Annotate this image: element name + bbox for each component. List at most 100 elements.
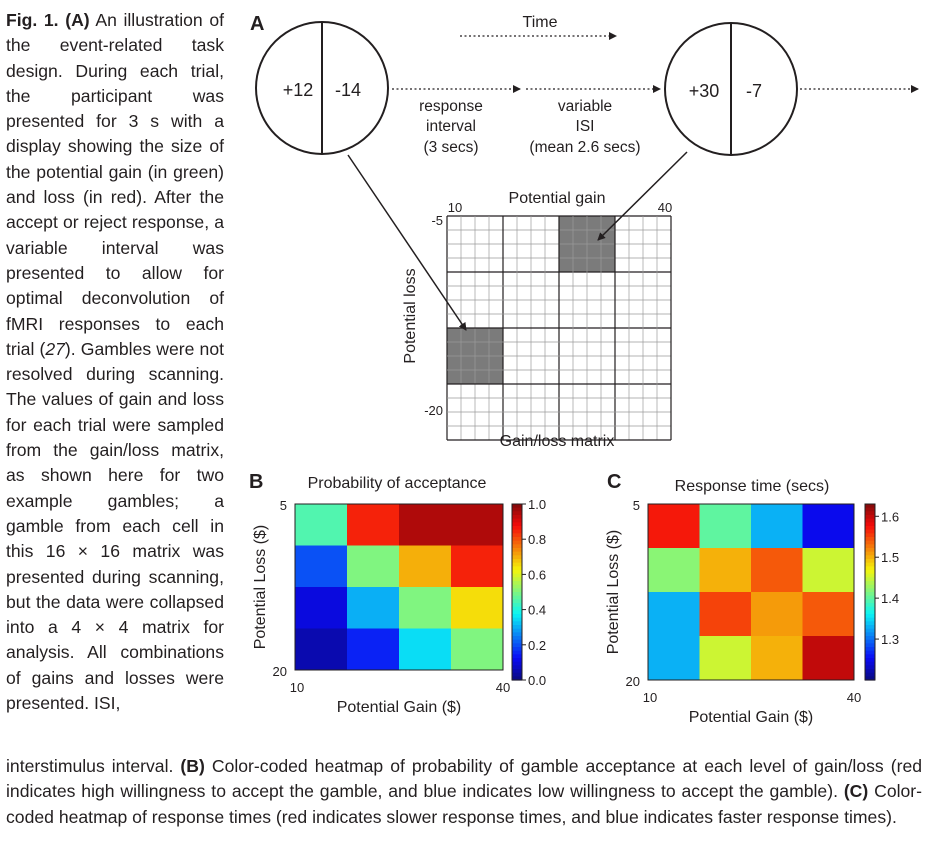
colorbar-c-step <box>865 577 875 582</box>
heatmap-c-cell <box>699 592 752 637</box>
colorbar-c-step <box>865 588 875 593</box>
colorbar-b-step <box>512 548 522 553</box>
colorbar-c-step <box>865 636 875 641</box>
colorbar-b-step <box>512 599 522 604</box>
heatmap-c-cell <box>648 504 700 549</box>
colorbar-c-step <box>865 529 875 534</box>
colorbar-b-step <box>512 610 522 615</box>
colorbar-b-step <box>512 614 522 619</box>
heatmap-c-cell <box>699 636 752 681</box>
heatmap-b-cell <box>399 628 452 671</box>
colorbar-c-step <box>865 654 875 659</box>
heatmap-c-ylabel: Potential Loss ($) <box>605 530 622 655</box>
colorbar-b-step <box>512 533 522 538</box>
heatmap-b-xtick: 40 <box>496 680 510 695</box>
heatmap-b-cell <box>295 587 348 629</box>
colorbar-b-step <box>512 555 522 560</box>
heatmap-c-cell <box>699 504 752 549</box>
heatmap-b-cell <box>295 545 348 588</box>
response-interval-line-1: response <box>419 98 483 115</box>
caption-bottom-paragraph: interstimulus interval. (B) Color-coded … <box>6 754 922 830</box>
colorbar-c-step <box>865 592 875 597</box>
colorbar-c-step <box>865 562 875 567</box>
colorbar-c-step <box>865 665 875 670</box>
variable-isi-line-1: variable <box>558 98 612 115</box>
heatmap-c-ytick: 5 <box>633 498 640 513</box>
heatmap-c-ytick: 20 <box>626 674 640 689</box>
heatmap-b-cell <box>347 504 400 546</box>
matrix-loss-max: -20 <box>424 403 443 418</box>
colorbar-b-step <box>512 603 522 608</box>
caption-part-a-label: (A) <box>65 10 90 30</box>
heatmap-b-cell <box>399 587 452 629</box>
colorbar-c-step <box>865 625 875 630</box>
colorbar-b-step <box>512 544 522 549</box>
heatmap-c-cell <box>751 592 803 637</box>
caption-part-b-label: (B) <box>180 756 205 776</box>
colorbar-c-tick-label: 1.3 <box>881 632 899 647</box>
heatmap-c-xtick: 10 <box>643 690 657 705</box>
colorbar-b-step <box>512 592 522 597</box>
colorbar-b-tick-label: 0.6 <box>528 567 546 582</box>
caption-isi-definition: interstimulus interval. <box>6 756 174 776</box>
colorbar-b-tick-label: 0.4 <box>528 603 546 618</box>
colorbar-b-step <box>512 639 522 644</box>
mapping-arrow-2 <box>597 151 688 241</box>
colorbar-c-frame <box>864 503 876 681</box>
colorbar-c-step <box>865 559 875 564</box>
colorbar-b-step <box>512 628 522 633</box>
heatmap-b-cell <box>451 504 504 546</box>
caption-part-a-text: An illustration of the event-related tas… <box>6 10 224 359</box>
colorbar-c-step <box>865 647 875 652</box>
colorbar-b-tick-label: 0.8 <box>528 532 546 547</box>
colorbar-b-step <box>512 507 522 512</box>
heatmap-b-title: Probability of acceptance <box>308 475 487 492</box>
heatmap-c-frame <box>647 503 855 681</box>
colorbar-c-step <box>865 661 875 666</box>
mapping-arrow-1 <box>347 154 467 331</box>
colorbar-b-step <box>512 577 522 582</box>
panel-c-label: C <box>607 471 621 493</box>
heatmap-c-cell <box>648 548 700 593</box>
heatmap-c-cell <box>751 504 803 549</box>
colorbar-c-step <box>865 595 875 600</box>
colorbar-b-step <box>512 647 522 652</box>
colorbar-c-step <box>865 643 875 648</box>
colorbar-b-step <box>512 672 522 677</box>
heatmap-c-xlabel: Potential Gain ($) <box>689 709 814 726</box>
colorbar-c-step <box>865 570 875 575</box>
colorbar-c-step <box>865 540 875 545</box>
colorbar-b-tick-label: 0.0 <box>528 673 546 688</box>
caption-part-c-text: Color-coded heatmap of response times (r… <box>6 781 923 827</box>
heatmap-c-title: Response time (secs) <box>675 478 830 495</box>
colorbar-b-frame <box>511 503 523 681</box>
heatmap-c-cell <box>802 548 855 593</box>
heatmap-b-cell <box>399 504 452 546</box>
colorbar-c-step <box>865 639 875 644</box>
heatmap-c-xtick: 40 <box>847 690 861 705</box>
colorbar-b-step <box>512 621 522 626</box>
colorbar-b-step <box>512 526 522 531</box>
heatmap-c-cell <box>802 636 855 681</box>
heatmap-b-cell <box>451 545 504 588</box>
heatmap-b-cell <box>347 587 400 629</box>
colorbar-c-step <box>865 669 875 674</box>
matrix-ylabel: Potential loss <box>402 268 419 363</box>
gamble-display-1: +12 -14 <box>255 21 389 155</box>
colorbar-c-step <box>865 518 875 523</box>
colorbar-b-step <box>512 537 522 542</box>
colorbar-b-step <box>512 588 522 593</box>
colorbar-b-step <box>512 504 522 509</box>
colorbar-c-step <box>865 584 875 589</box>
heatmap-b-cell <box>451 628 504 671</box>
colorbar-b-step <box>512 658 522 663</box>
heatmap-b-cell <box>295 504 348 546</box>
colorbar-b-step <box>512 551 522 556</box>
panel-b: B Probability of acceptance 10 40 5 20 Potent… <box>249 471 546 716</box>
heatmap-b-cell <box>399 545 452 588</box>
colorbar-c-step <box>865 533 875 538</box>
colorbar-c-step <box>865 621 875 626</box>
colorbar-b-step <box>512 636 522 641</box>
colorbar-b-step <box>512 540 522 545</box>
colorbar-b-step <box>512 562 522 567</box>
